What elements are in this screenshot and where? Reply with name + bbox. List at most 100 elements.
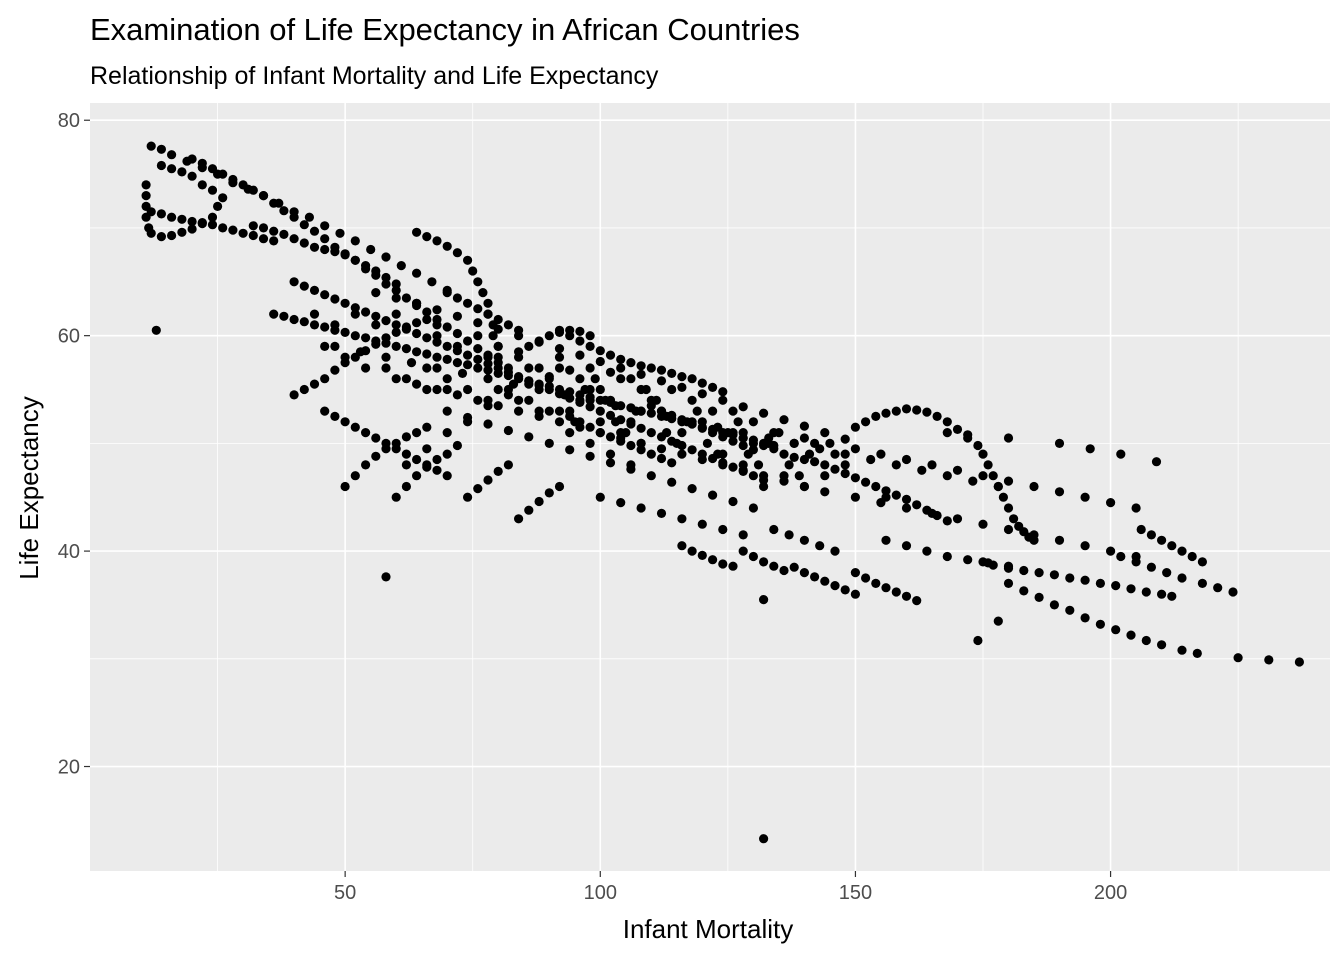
data-point (825, 438, 835, 448)
data-point (682, 417, 692, 427)
data-point (391, 492, 401, 502)
data-point (616, 374, 626, 384)
data-point (289, 212, 299, 222)
data-point (636, 503, 646, 513)
data-point (473, 304, 483, 314)
data-point (697, 519, 707, 529)
data-point (320, 234, 330, 244)
data-point (779, 565, 789, 576)
data-point (718, 449, 728, 459)
data-point (605, 350, 616, 360)
data-point (1065, 605, 1075, 615)
data-point (1162, 568, 1172, 578)
data-point (218, 169, 228, 179)
data-point (432, 384, 442, 395)
data-point (391, 279, 401, 289)
chart-subtitle: Relationship of Infant Mortality and Lif… (90, 62, 659, 90)
data-point (391, 320, 401, 330)
data-point (952, 465, 963, 475)
data-point (973, 440, 983, 451)
data-point (733, 417, 743, 427)
data-point (457, 368, 468, 378)
data-point (1151, 457, 1162, 467)
data-point (850, 589, 861, 599)
data-point (401, 324, 411, 334)
data-point (544, 488, 554, 498)
data-point (1085, 444, 1095, 454)
data-point (452, 311, 462, 321)
data-point (978, 519, 988, 529)
data-point (626, 460, 636, 470)
data-point (355, 347, 366, 357)
data-point (1126, 584, 1136, 594)
data-point (605, 410, 616, 420)
data-point (330, 411, 340, 421)
data-point (799, 433, 810, 443)
data-point (585, 438, 595, 448)
data-point (912, 405, 922, 415)
data-point (524, 379, 534, 389)
data-point (503, 384, 513, 395)
data-point (728, 496, 738, 507)
data-point (401, 374, 411, 384)
data-point (320, 322, 330, 332)
data-point (748, 417, 759, 427)
data-point (503, 425, 513, 436)
data-point (514, 514, 524, 524)
data-point (738, 530, 748, 540)
data-point (881, 408, 891, 418)
data-point (304, 212, 314, 222)
data-point (544, 384, 554, 395)
data-point (381, 572, 391, 582)
data-point (187, 224, 197, 234)
data-point (483, 359, 493, 369)
data-point (432, 320, 442, 330)
data-point (861, 573, 871, 583)
data-point (861, 417, 871, 427)
data-point (667, 458, 677, 468)
data-point (483, 419, 493, 429)
data-point (493, 352, 503, 362)
data-point (544, 406, 554, 416)
data-point (463, 384, 473, 395)
data-point (412, 268, 422, 278)
data-point (554, 481, 565, 492)
data-point (1136, 524, 1146, 535)
data-point (366, 244, 376, 255)
data-point (463, 417, 473, 427)
data-point (565, 325, 575, 335)
data-point (554, 417, 565, 427)
data-point (544, 374, 554, 384)
data-point (595, 492, 605, 502)
data-point (1157, 640, 1167, 650)
data-point (269, 236, 279, 246)
data-point (478, 288, 488, 298)
data-point (269, 309, 279, 319)
data-point (1003, 561, 1014, 571)
data-point (830, 546, 840, 556)
data-point (942, 417, 952, 427)
data-point (1177, 645, 1187, 655)
data-point (218, 223, 228, 233)
data-point (350, 303, 360, 313)
data-point (396, 261, 406, 271)
data-point (988, 471, 998, 481)
data-point (146, 141, 156, 151)
data-point (891, 460, 901, 470)
data-point (432, 331, 442, 341)
data-point (299, 281, 309, 291)
data-point (799, 481, 810, 492)
data-point (697, 378, 707, 388)
data-point (708, 490, 718, 500)
data-point (611, 417, 621, 427)
data-point (687, 445, 697, 455)
data-point (779, 415, 789, 425)
data-point (1054, 487, 1065, 497)
data-point (738, 428, 748, 438)
data-point (1054, 438, 1065, 448)
data-point (1080, 541, 1090, 551)
data-point (616, 363, 626, 373)
data-point (738, 440, 748, 451)
data-point (881, 486, 891, 496)
data-point (656, 365, 667, 375)
